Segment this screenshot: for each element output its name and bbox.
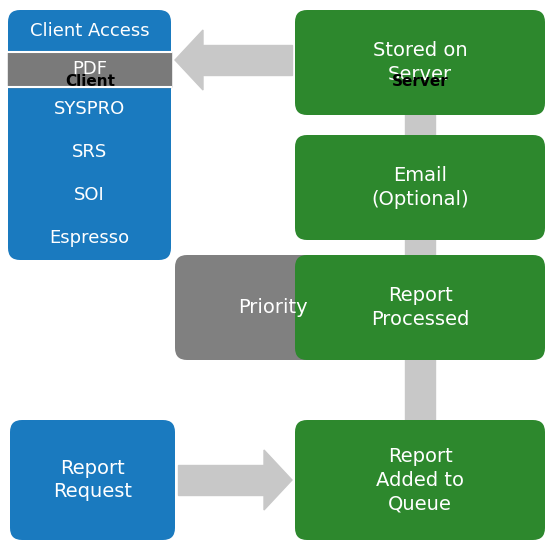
Text: Priority: Priority bbox=[237, 298, 307, 317]
Text: Report
Added to
Queue: Report Added to Queue bbox=[376, 447, 464, 513]
Text: Email
(Optional): Email (Optional) bbox=[371, 166, 469, 209]
Text: Stored on
Server: Stored on Server bbox=[373, 41, 467, 84]
Polygon shape bbox=[175, 30, 203, 90]
Polygon shape bbox=[405, 100, 435, 135]
FancyBboxPatch shape bbox=[295, 255, 545, 360]
Text: Report
Processed: Report Processed bbox=[371, 286, 469, 329]
Text: SRS: SRS bbox=[72, 143, 107, 161]
FancyBboxPatch shape bbox=[8, 10, 171, 260]
Polygon shape bbox=[390, 220, 450, 242]
Polygon shape bbox=[264, 450, 292, 510]
Polygon shape bbox=[390, 340, 450, 362]
Text: Client Access: Client Access bbox=[29, 22, 150, 40]
Text: Client: Client bbox=[65, 75, 115, 90]
Bar bbox=[8, 52, 171, 87]
Polygon shape bbox=[178, 465, 264, 495]
Polygon shape bbox=[390, 100, 450, 122]
FancyBboxPatch shape bbox=[295, 10, 545, 115]
Text: Server: Server bbox=[391, 75, 448, 90]
FancyBboxPatch shape bbox=[295, 135, 545, 240]
Text: Report
Request: Report Request bbox=[53, 459, 132, 501]
Polygon shape bbox=[203, 45, 292, 75]
FancyBboxPatch shape bbox=[10, 420, 175, 540]
Text: Espresso: Espresso bbox=[49, 229, 130, 247]
Polygon shape bbox=[405, 220, 435, 255]
Polygon shape bbox=[405, 340, 435, 420]
FancyBboxPatch shape bbox=[295, 420, 545, 540]
FancyBboxPatch shape bbox=[175, 255, 370, 360]
Text: PDF: PDF bbox=[72, 61, 107, 79]
Text: SYSPRO: SYSPRO bbox=[54, 100, 125, 118]
Text: SOI: SOI bbox=[74, 186, 105, 204]
